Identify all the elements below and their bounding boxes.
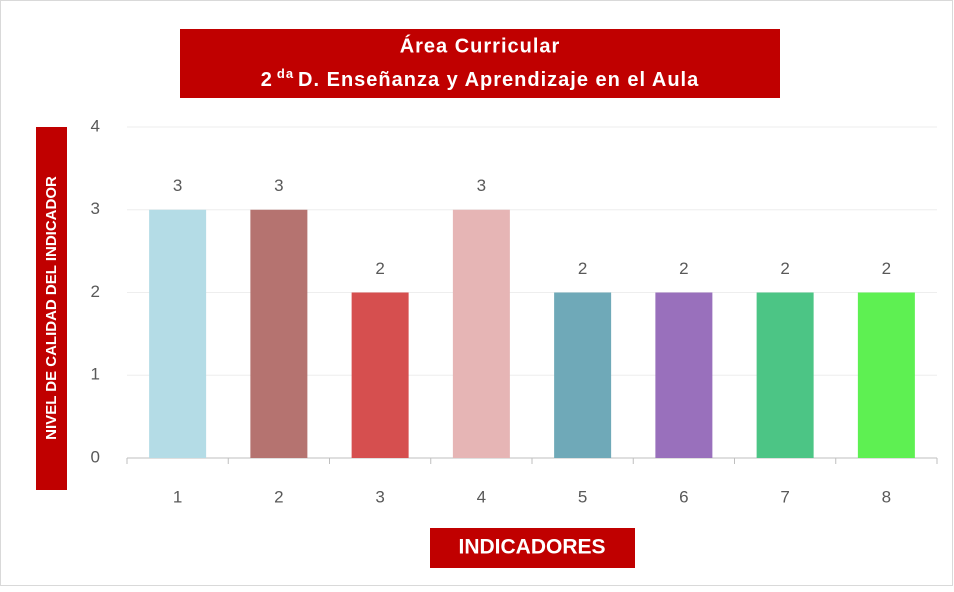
bar [250,209,308,458]
x-tick-label: 5 [578,487,587,506]
subtitle-part: D. Enseñanza y Aprendizaje en el Aula [298,69,699,91]
bar [149,209,207,458]
x-tick-label: 2 [274,487,283,506]
x-tick-label: 4 [477,487,486,506]
bar [452,209,510,458]
y-axis-label: NIVEL DE CALIDAD DEL INDICADOR [43,176,60,440]
y-tick-label: 0 [91,447,100,466]
subtitle-part: 2 [261,69,273,91]
title-box [180,29,780,98]
x-axis-label: INDICADORES [458,536,605,559]
data-label: 2 [375,259,384,278]
bar [351,292,409,458]
y-tick-label: 3 [91,199,100,218]
x-tick-label: 6 [679,487,688,506]
bar [554,292,612,458]
x-tick-label: 3 [375,487,384,506]
bar [756,292,814,458]
data-label: 2 [679,259,688,278]
y-tick-label: 4 [91,116,100,135]
data-label: 3 [173,176,182,195]
data-label: 2 [780,259,789,278]
x-tick-label: 8 [882,487,891,506]
x-tick-label: 1 [173,487,182,506]
data-label: 3 [477,176,486,195]
bar [655,292,713,458]
chart-subtitle: 2 da D. Enseñanza y Aprendizaje en el Aula [261,66,699,91]
y-label-box [36,127,67,490]
subtitle-superscript: da [277,66,294,81]
data-label: 2 [882,259,891,278]
data-label: 3 [274,176,283,195]
data-label: 2 [578,259,587,278]
y-tick-label: 1 [91,365,100,384]
y-tick-label: 2 [91,282,100,301]
bar [857,292,915,458]
x-label-box [430,528,635,568]
chart-title: Área Curricular [400,34,561,57]
x-tick-label: 7 [780,487,789,506]
